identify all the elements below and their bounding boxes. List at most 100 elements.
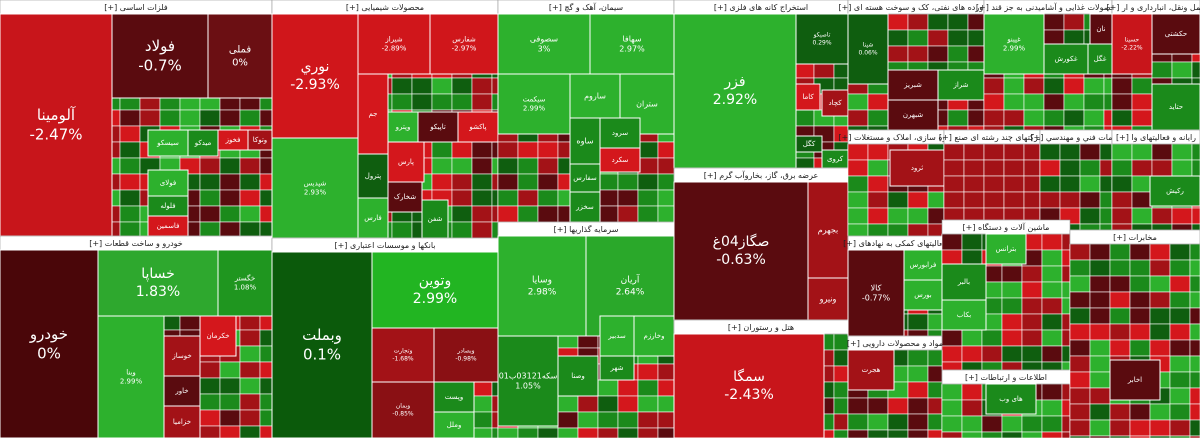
filler-tile: [1001, 265, 1023, 283]
filler-tile: [1063, 77, 1085, 95]
filler-tile: [1189, 323, 1200, 341]
tile: [217, 249, 273, 317]
filler-tile: [119, 173, 141, 191]
tile-change: 2.93%: [304, 189, 327, 197]
filler-tile: [239, 221, 261, 237]
tile: [0, 13, 113, 237]
filler-tile: [941, 329, 963, 347]
filler-tile: [927, 329, 943, 337]
filler-tile: [1063, 109, 1085, 127]
tile-name: فارس: [364, 214, 381, 222]
filler-tile: [537, 141, 559, 159]
filler-tile: [1001, 361, 1023, 371]
tile: [357, 73, 389, 155]
tile: [497, 235, 587, 337]
tile-name: خزامیا: [173, 418, 191, 426]
filler-tile: [1189, 259, 1200, 277]
tile-name: سیکمت: [523, 95, 546, 103]
filler-tile: [1109, 275, 1131, 293]
filler-tile: [1189, 339, 1200, 357]
filler-tile: [1189, 291, 1200, 309]
filler-tile: [637, 189, 659, 207]
tile-name: فملی: [229, 45, 251, 56]
filler-tile: [1129, 291, 1151, 309]
tile-name: فزر: [723, 74, 745, 90]
sector-header: [1069, 229, 1200, 245]
filler-tile: [1129, 403, 1151, 421]
filler-tile: [259, 393, 273, 411]
filler-tile: [867, 175, 889, 193]
filler-tile: [491, 189, 499, 207]
filler-tile: [867, 413, 889, 431]
filler-tile: [1189, 307, 1200, 325]
tile: [1149, 175, 1200, 207]
filler-tile: [983, 175, 1005, 193]
filler-tile: [239, 109, 261, 127]
filler-tile: [1111, 109, 1133, 127]
filler-tile: [1111, 77, 1133, 95]
filler-tile: [1111, 125, 1133, 131]
filler-tile: [517, 205, 539, 223]
tile: [1109, 359, 1161, 401]
tile: [847, 349, 895, 391]
filler-tile: [1001, 431, 1023, 438]
filler-tile: [637, 379, 659, 397]
tile: [97, 315, 165, 438]
tile-name: وتوکا: [253, 136, 267, 144]
filler-tile: [1001, 297, 1023, 315]
sector-title: هتل و رستوران [+]: [728, 323, 794, 332]
tile-change: -0.85%: [392, 410, 414, 417]
filler-tile: [1061, 297, 1071, 315]
filler-tile: [491, 411, 499, 429]
filler-tile: [597, 411, 619, 429]
filler-tile: [833, 365, 849, 383]
tile: [557, 355, 599, 397]
tile-name: وبصادر: [456, 348, 474, 355]
filler-tile: [833, 397, 849, 415]
sector-title: ماشین آلات و دستگاه [+]: [963, 222, 1050, 232]
filler-tile: [867, 93, 889, 111]
filler-tile: [1023, 77, 1045, 95]
tile-name: شپنا: [863, 42, 873, 49]
filler-tile: [431, 157, 453, 175]
filler-tile: [1129, 307, 1151, 325]
filler-tile: [517, 189, 539, 207]
filler-tile: [517, 157, 539, 175]
tile-name: سفارس: [573, 174, 597, 182]
filler-tile: [867, 159, 889, 177]
tile-change: 2.99%: [413, 291, 457, 307]
filler-tile: [1083, 125, 1105, 131]
tile-name: تاصیکو: [813, 32, 831, 39]
filler-tile: [981, 415, 1003, 433]
filler-tile: [1003, 143, 1025, 161]
tile-change: 0.29%: [812, 39, 831, 46]
filler-tile: [431, 93, 453, 111]
filler-tile: [1151, 207, 1173, 225]
sector-title: شرکتهای چند رشته ای صنع [+]: [939, 133, 1045, 142]
filler-tile: [967, 109, 985, 127]
tile: [497, 335, 559, 427]
filler-tile: [239, 157, 261, 175]
filler-tile: [963, 191, 985, 209]
tile: [941, 263, 987, 301]
tile-name: شراز: [952, 81, 968, 89]
filler-tile: [239, 189, 261, 207]
filler-tile: [1149, 403, 1171, 421]
filler-tile: [847, 109, 869, 127]
filler-tile: [1089, 291, 1111, 309]
tile-change: 2.99%: [523, 105, 546, 113]
filler-tile: [907, 365, 929, 383]
tile-name: ساروم: [584, 92, 606, 101]
filler-tile: [219, 393, 241, 411]
filler-tile: [1023, 93, 1045, 111]
filler-tile: [597, 173, 619, 191]
filler-tile: [617, 205, 639, 223]
filler-tile: [491, 157, 499, 175]
filler-tile: [1189, 243, 1200, 261]
tile-name: میدکو: [194, 139, 212, 147]
filler-tile: [847, 429, 869, 438]
filler-tile: [657, 379, 675, 397]
filler-tile: [617, 173, 639, 191]
tile: [937, 69, 985, 101]
filler-tile: [1039, 159, 1061, 177]
